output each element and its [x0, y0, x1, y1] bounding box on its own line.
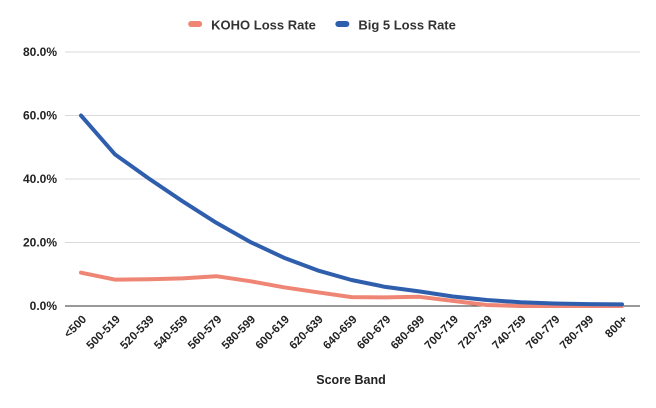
- x-axis: <500500-519520-539540-559560-579580-5996…: [62, 313, 630, 352]
- x-tick-label: 760-779: [524, 314, 562, 352]
- x-tick-label: 500-519: [85, 314, 123, 352]
- x-tick-label: 580-599: [220, 314, 258, 352]
- legend-label: KOHO Loss Rate: [211, 18, 316, 33]
- x-tick-label: 640-659: [321, 314, 359, 352]
- series-lines: [79, 113, 624, 308]
- y-tick-label: 60.0%: [23, 109, 57, 123]
- y-tick-label: 20.0%: [23, 236, 57, 250]
- x-tick-label: 700-719: [423, 314, 461, 352]
- x-tick-label: 520-539: [118, 314, 156, 352]
- x-tick-label: <500: [62, 314, 89, 341]
- x-axis-title: Score Band: [316, 373, 385, 387]
- legend-swatch: [188, 21, 203, 27]
- x-tick-label: 680-699: [389, 314, 427, 352]
- x-tick-label: 800+: [603, 313, 630, 340]
- x-tick-label: 740-759: [490, 314, 528, 352]
- x-tick-label: 720-739: [457, 314, 495, 352]
- x-tick-label: 540-559: [152, 314, 190, 352]
- y-axis: 0.0% 20.0% 40.0% 60.0% 80.0%: [23, 45, 57, 313]
- legend-swatch: [335, 21, 350, 27]
- series-line-big-5-loss-rate: [79, 113, 624, 307]
- x-tick-label: 660-679: [355, 314, 393, 352]
- x-tick-label: 780-799: [558, 314, 596, 352]
- y-tick-label: 0.0%: [30, 299, 58, 313]
- series-line-koho-loss-rate: [79, 270, 624, 308]
- x-tick-label: 620-639: [287, 314, 325, 352]
- x-tick-label: 600-619: [254, 314, 292, 352]
- y-tick-label: 40.0%: [23, 172, 57, 186]
- y-tick-label: 80.0%: [23, 45, 57, 59]
- legend: KOHO Loss Rate Big 5 Loss Rate: [188, 18, 456, 33]
- legend-label: Big 5 Loss Rate: [358, 18, 456, 33]
- x-tick-label: 560-579: [186, 314, 224, 352]
